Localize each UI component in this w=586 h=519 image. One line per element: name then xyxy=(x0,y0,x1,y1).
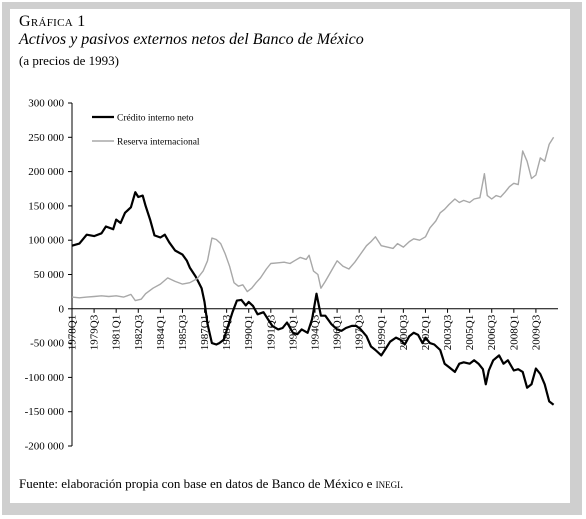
y-tick-label: -150 000 xyxy=(25,406,65,418)
x-tick-label: 1997Q3 xyxy=(354,314,366,350)
x-tick-label: 2006Q3 xyxy=(486,314,498,350)
y-tick-label: 100 000 xyxy=(28,235,64,247)
x-tick-label: 1990Q1 xyxy=(243,315,255,350)
x-tick-label: 2008Q1 xyxy=(508,315,520,350)
x-tick-label: 1978Q1 xyxy=(67,315,79,350)
x-tick-label: 1996Q1 xyxy=(332,315,344,350)
x-tick-label: 1982Q3 xyxy=(133,314,145,350)
x-tick-label: 2002Q1 xyxy=(420,315,432,350)
x-tick-label: 1999Q1 xyxy=(376,315,388,350)
legend-label: Reserva internacional xyxy=(117,138,200,148)
figure-panel: Gráfica 1 Activos y pasivos externos net… xyxy=(10,9,570,503)
y-tick-label: 50 000 xyxy=(34,269,65,281)
x-tick-label: 1994Q3 xyxy=(310,314,322,350)
source-text: Fuente: elaboración propia con base en d… xyxy=(19,476,376,491)
y-tick-label: 0 xyxy=(59,303,65,315)
legend-label: Crédito interno neto xyxy=(117,114,194,124)
x-tick-label: 1991Q3 xyxy=(265,314,277,350)
y-tick-label: -200 000 xyxy=(25,441,65,453)
y-tick-label: -100 000 xyxy=(25,372,65,384)
source-org: inegi xyxy=(375,476,401,491)
series-line-reserva xyxy=(71,136,555,302)
x-tick-label: 1979Q3 xyxy=(89,314,101,350)
x-tick-label: 1985Q3 xyxy=(177,314,189,350)
x-tick-label: 1984Q1 xyxy=(155,315,167,350)
x-tick-label: 2009Q3 xyxy=(530,314,542,350)
x-tick-label: 1981Q1 xyxy=(111,315,123,350)
y-tick-label: 250 000 xyxy=(28,132,64,144)
y-tick-label: 300 000 xyxy=(28,98,64,110)
chart-title: Activos y pasivos externos netos del Ban… xyxy=(19,31,364,48)
y-tick-label: -50 000 xyxy=(30,338,64,350)
figure-kicker: Gráfica 1 xyxy=(19,13,86,30)
chart-subtitle: (a precios de 1993) xyxy=(19,53,119,68)
series-line-credito xyxy=(71,191,555,406)
x-tick-label: 2005Q1 xyxy=(464,315,476,350)
y-tick-label: 150 000 xyxy=(28,200,64,212)
source-note: Fuente: elaboración propia con base en d… xyxy=(19,476,403,492)
x-tick-label: 2003Q3 xyxy=(442,314,454,350)
source-end: . xyxy=(400,476,404,491)
y-tick-label: 200 000 xyxy=(28,166,64,178)
